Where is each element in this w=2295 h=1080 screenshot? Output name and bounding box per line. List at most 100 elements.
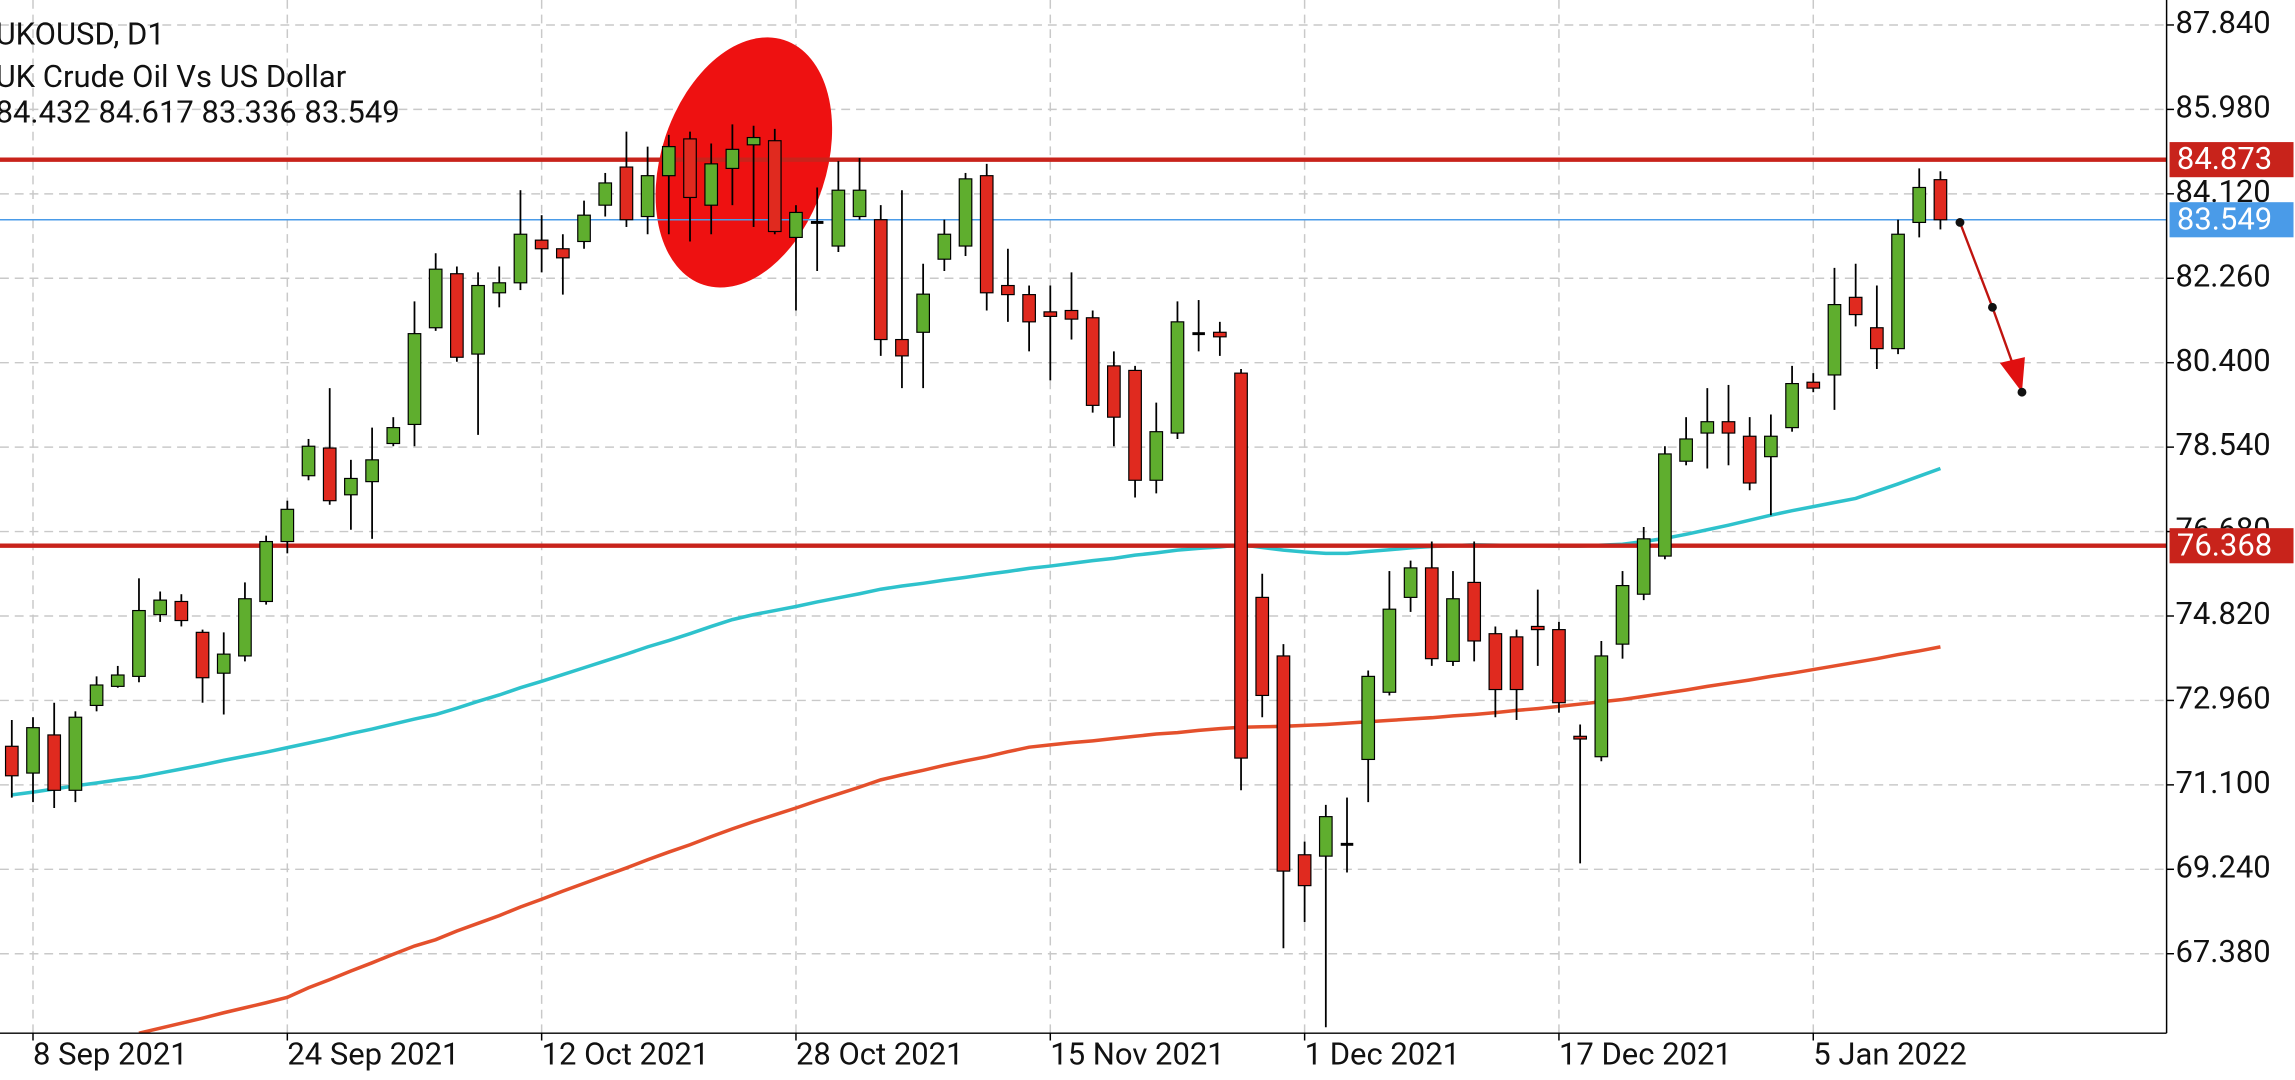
- candle-body: [895, 338, 909, 357]
- candle-body: [1573, 735, 1588, 740]
- x-tick-label: 24 Sep 2021: [287, 1036, 459, 1073]
- candle-body: [852, 189, 867, 218]
- arrow-point: [1988, 302, 1997, 312]
- candle-body: [322, 447, 337, 502]
- candle-body: [619, 166, 634, 221]
- candle-body: [450, 273, 464, 358]
- candle-body: [513, 233, 528, 284]
- candle-body: [259, 540, 273, 603]
- candle-body: [153, 599, 168, 616]
- candle-body: [555, 248, 570, 259]
- candle-body: [1064, 309, 1079, 320]
- candle-body: [1022, 294, 1036, 323]
- candle-body: [640, 175, 655, 218]
- candle-body: [534, 239, 549, 250]
- candle-body: [789, 211, 803, 238]
- axis-labels: 87.84085.98084.12082.26080.40078.54076.6…: [32, 4, 2271, 1073]
- candle-body: [1679, 438, 1693, 462]
- plot-area: [0, 37, 2167, 1034]
- candle-body: [937, 233, 952, 260]
- candle-body: [1149, 431, 1164, 481]
- candle-body: [1848, 296, 1863, 316]
- candle-body: [1827, 304, 1842, 376]
- price-tag-label: 84.873: [2177, 140, 2272, 177]
- candle-body: [1234, 372, 1248, 759]
- candle-body: [68, 716, 83, 791]
- candle-body: [1318, 816, 1333, 857]
- y-tick-label: 71.100: [2175, 764, 2270, 801]
- candle-body: [831, 189, 846, 247]
- candle-body: [1509, 636, 1524, 691]
- candle-body: [598, 182, 613, 206]
- y-tick-label: 85.980: [2175, 89, 2270, 126]
- candle-body: [4, 745, 19, 777]
- candle-body: [428, 268, 443, 329]
- highlight-ellipse: [655, 37, 833, 288]
- x-tick-label: 12 Oct 2021: [542, 1036, 710, 1073]
- price-levels: [0, 157, 2167, 548]
- y-tick-label: 74.820: [2175, 595, 2270, 632]
- candle-body: [344, 477, 358, 496]
- candle-body: [873, 219, 888, 341]
- candle-body: [1530, 625, 1545, 631]
- candle-body: [1001, 284, 1015, 296]
- price-tag-box: [2169, 202, 2294, 238]
- candle-body: [26, 727, 40, 774]
- y-tick-label: 69.240: [2175, 849, 2270, 886]
- y-tick-label: 67.380: [2175, 933, 2270, 970]
- candle-body: [1933, 179, 1948, 221]
- chart-title: UKOUSD, D1: [0, 16, 165, 53]
- candle-body: [110, 674, 125, 687]
- candle-body: [958, 178, 973, 247]
- candle-body: [1721, 421, 1736, 434]
- candle-body: [1912, 186, 1927, 224]
- candle-body: [1552, 629, 1566, 704]
- y-tick-label: 78.540: [2175, 426, 2270, 463]
- x-tick-label: 15 Nov 2021: [1050, 1036, 1224, 1073]
- candle-body: [1764, 435, 1778, 458]
- price-tags: 84.873 76.368 83.549: [2169, 140, 2294, 564]
- candle-body: [1276, 655, 1291, 872]
- y-tick-label: 82.260: [2175, 258, 2270, 295]
- candle-body: [407, 333, 422, 426]
- candle-body: [132, 609, 146, 677]
- candle-body: [1361, 675, 1376, 761]
- price-tag-box: [2169, 142, 2294, 178]
- candle-body: [1128, 369, 1142, 481]
- candle-body: [661, 146, 676, 177]
- candle-body: [1382, 608, 1397, 693]
- candle-body: [1085, 317, 1100, 406]
- candle-body: [979, 175, 994, 294]
- candle-body: [1446, 598, 1460, 662]
- candle-body: [386, 427, 401, 445]
- arrow-head: [1999, 357, 2025, 393]
- candle-body: [1170, 321, 1185, 434]
- moving-average-line: [138, 645, 1941, 1034]
- candle-body: [704, 163, 719, 206]
- candle-body: [1636, 538, 1651, 595]
- candle-body: [1869, 327, 1884, 350]
- candle-body: [1615, 584, 1630, 645]
- candle-body: [1806, 381, 1821, 389]
- candle-body: [216, 653, 231, 674]
- y-tick-label: 72.960: [2175, 680, 2270, 717]
- x-tick-label: 28 Oct 2021: [796, 1036, 964, 1073]
- arrow-point: [2017, 387, 2027, 397]
- forecast-arrow: [1955, 218, 2027, 397]
- candle-body: [1043, 311, 1058, 317]
- candle-body: [725, 148, 740, 169]
- candle-body: [1467, 581, 1482, 642]
- y-tick-label: 80.400: [2175, 342, 2270, 379]
- candle-body: [471, 284, 485, 355]
- candle-body: [89, 684, 104, 707]
- candle-body: [767, 140, 782, 233]
- price-tag-box: [2169, 528, 2294, 564]
- candle-body: [47, 734, 62, 791]
- candle-body: [1212, 331, 1227, 338]
- candle-body: [1891, 233, 1905, 350]
- x-tick-label: 5 Jan 2022: [1813, 1036, 1967, 1073]
- candle-body: [195, 631, 210, 679]
- price-tag-label: 76.368: [2177, 526, 2272, 563]
